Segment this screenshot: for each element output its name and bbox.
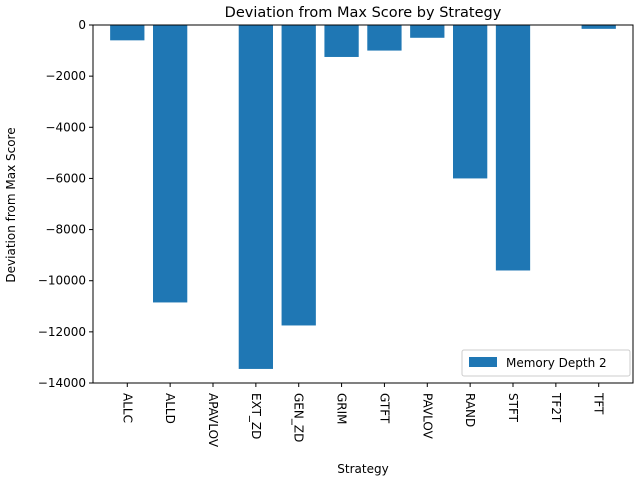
x-tick-label: EXT_ZD <box>249 393 263 439</box>
axes: 0 −2000 −4000 −6000 −8000 −10000 −12000 −14000 A… <box>38 18 634 448</box>
x-tick-label: GTFT <box>377 393 391 424</box>
y-tick-label: −10000 <box>38 274 86 288</box>
bar-alld <box>153 25 188 303</box>
bar-ext-zd <box>238 25 273 369</box>
bar-gen-zd <box>281 25 316 326</box>
bar-stft <box>495 25 531 271</box>
x-tick-label: PAVLOV <box>420 393 434 440</box>
plot-frame <box>92 24 634 384</box>
legend: Memory Depth 2 <box>461 349 631 377</box>
x-tick-label: TFT <box>592 392 606 415</box>
y-tick-label: −8000 <box>45 223 86 237</box>
bar-tft <box>581 25 616 29</box>
chart-title: Deviation from Max Score by Strategy <box>225 5 502 21</box>
bar-pavlov <box>410 25 445 38</box>
x-tick-label: APAVLOV <box>206 393 220 448</box>
x-tick-label: RAND <box>463 393 477 427</box>
legend-swatch <box>469 357 497 367</box>
x-tick-label: ALLD <box>163 393 177 424</box>
x-tick-label: GEN_ZD <box>292 393 306 442</box>
bar-allc <box>110 25 145 41</box>
y-tick-label: −12000 <box>38 325 86 339</box>
bars <box>110 25 616 369</box>
x-tick-label: TF2T <box>549 392 563 423</box>
y-tick-label: −14000 <box>38 376 86 390</box>
y-tick-label: −4000 <box>45 120 86 134</box>
bar-rand <box>453 25 488 179</box>
legend-label: Memory Depth 2 <box>506 356 607 370</box>
x-axis-label: Strategy <box>337 462 388 476</box>
bar-grim <box>324 25 359 57</box>
bar-gtft <box>367 25 402 51</box>
y-axis-label: Deviation from Max Score <box>4 127 18 282</box>
legend-frame <box>461 349 631 377</box>
y-tick-label: −6000 <box>45 171 86 185</box>
y-tick-label: 0 <box>78 18 86 32</box>
x-tick-label: STFT <box>506 393 520 423</box>
x-tick-label: ALLC <box>120 393 134 423</box>
x-tick-label: GRIM <box>335 393 349 425</box>
y-tick-label: −2000 <box>45 69 86 83</box>
